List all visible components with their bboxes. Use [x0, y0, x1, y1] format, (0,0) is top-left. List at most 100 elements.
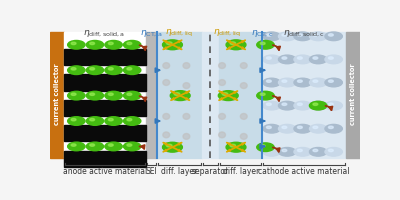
Circle shape — [266, 103, 271, 105]
Circle shape — [86, 142, 104, 151]
Bar — [64, 100, 146, 116]
Circle shape — [68, 91, 85, 100]
Circle shape — [86, 40, 104, 49]
Circle shape — [325, 32, 342, 41]
Circle shape — [108, 42, 113, 45]
Circle shape — [108, 93, 113, 95]
Text: current collector: current collector — [350, 63, 356, 125]
Circle shape — [108, 144, 113, 146]
Circle shape — [313, 34, 318, 36]
Circle shape — [166, 42, 172, 45]
Circle shape — [105, 40, 122, 49]
Circle shape — [124, 91, 141, 100]
Circle shape — [257, 143, 274, 152]
Circle shape — [298, 126, 302, 129]
Circle shape — [68, 117, 85, 125]
Bar — [157, 32, 202, 158]
Circle shape — [328, 149, 333, 152]
Circle shape — [68, 66, 85, 75]
Text: SEI: SEI — [146, 167, 158, 176]
Circle shape — [325, 148, 342, 156]
Bar — [64, 74, 146, 91]
Circle shape — [282, 149, 287, 152]
Circle shape — [218, 91, 238, 101]
Circle shape — [313, 80, 318, 82]
Circle shape — [263, 78, 280, 87]
Circle shape — [86, 91, 104, 100]
Ellipse shape — [219, 80, 226, 85]
Circle shape — [310, 78, 327, 87]
Circle shape — [328, 34, 333, 36]
Circle shape — [162, 142, 182, 152]
Circle shape — [328, 103, 333, 105]
Ellipse shape — [163, 63, 170, 69]
Circle shape — [278, 78, 296, 87]
Circle shape — [278, 101, 296, 110]
Ellipse shape — [240, 63, 247, 69]
Circle shape — [310, 32, 327, 41]
Circle shape — [282, 126, 287, 129]
Circle shape — [90, 118, 95, 121]
Ellipse shape — [183, 113, 190, 119]
Circle shape — [298, 149, 302, 152]
Circle shape — [162, 40, 182, 50]
Circle shape — [278, 55, 296, 64]
Circle shape — [86, 66, 104, 75]
Text: $\eta_{\mathrm{CT,a}}$: $\eta_{\mathrm{CT,a}}$ — [140, 28, 163, 39]
Circle shape — [310, 101, 327, 110]
Circle shape — [263, 55, 280, 64]
Text: current collector: current collector — [54, 63, 60, 125]
Circle shape — [166, 144, 172, 147]
Text: separator: separator — [192, 167, 229, 176]
Text: $\eta_{\mathrm{diff,liq}}$: $\eta_{\mathrm{diff,liq}}$ — [213, 28, 241, 39]
Circle shape — [266, 57, 271, 59]
Circle shape — [71, 93, 76, 95]
Bar — [202, 32, 219, 158]
Bar — [262, 32, 346, 158]
Circle shape — [298, 57, 302, 59]
Ellipse shape — [183, 63, 190, 69]
Ellipse shape — [219, 113, 226, 119]
Circle shape — [294, 55, 311, 64]
Circle shape — [257, 40, 274, 49]
Circle shape — [127, 93, 132, 95]
Text: cathode active material: cathode active material — [258, 167, 350, 176]
Circle shape — [278, 148, 296, 156]
Circle shape — [263, 124, 280, 133]
Text: $\eta_{\mathrm{diff,solid,a}}$: $\eta_{\mathrm{diff,solid,a}}$ — [83, 28, 125, 39]
Circle shape — [313, 149, 318, 152]
Circle shape — [71, 68, 76, 70]
Circle shape — [263, 148, 280, 156]
Circle shape — [124, 117, 141, 125]
Circle shape — [68, 40, 85, 49]
Circle shape — [226, 142, 246, 152]
Circle shape — [170, 91, 190, 101]
Circle shape — [127, 42, 132, 45]
Circle shape — [328, 126, 333, 129]
Circle shape — [266, 34, 271, 36]
Ellipse shape — [163, 132, 170, 138]
Circle shape — [127, 118, 132, 121]
Text: $\eta_{\mathrm{diff,liq}}$: $\eta_{\mathrm{diff,liq}}$ — [164, 28, 193, 39]
Circle shape — [174, 93, 180, 95]
Bar — [146, 32, 157, 158]
Ellipse shape — [219, 63, 226, 69]
Circle shape — [71, 144, 76, 146]
Circle shape — [90, 42, 95, 45]
Circle shape — [282, 57, 287, 59]
Circle shape — [325, 78, 342, 87]
Text: diff. layer: diff. layer — [161, 167, 198, 176]
Circle shape — [124, 40, 141, 49]
Circle shape — [222, 93, 228, 95]
Circle shape — [108, 118, 113, 121]
Circle shape — [260, 145, 265, 147]
Circle shape — [266, 80, 271, 82]
Circle shape — [325, 124, 342, 133]
Text: $\eta_{\mathrm{CT,c}}$: $\eta_{\mathrm{CT,c}}$ — [252, 28, 274, 39]
Circle shape — [260, 42, 265, 45]
Bar — [64, 32, 146, 158]
Circle shape — [90, 93, 95, 95]
Circle shape — [278, 124, 296, 133]
Circle shape — [298, 103, 302, 105]
Circle shape — [124, 142, 141, 151]
